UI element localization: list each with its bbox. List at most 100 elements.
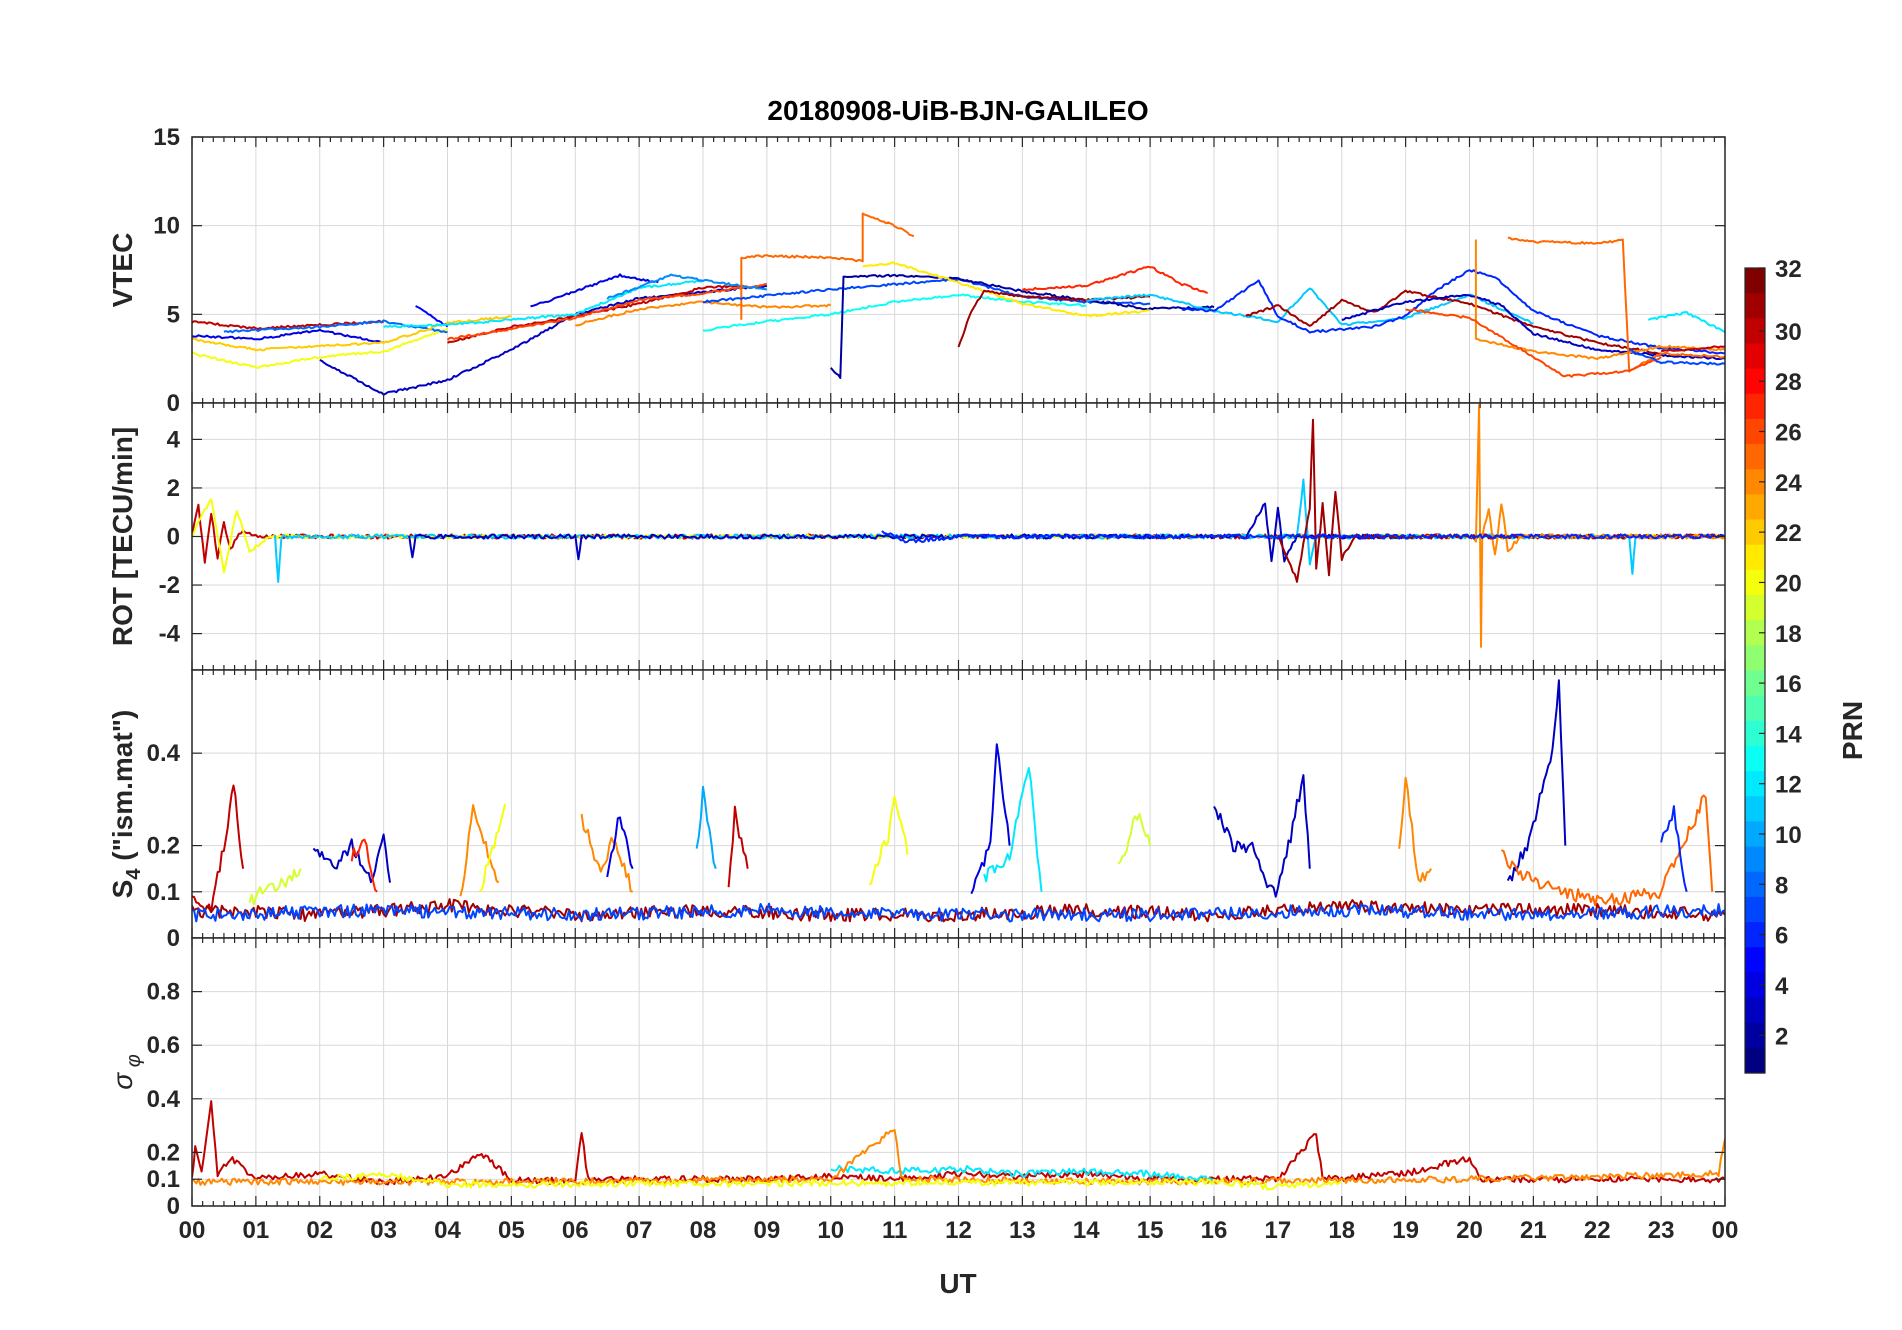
series-line-prn-6: [1181, 269, 1725, 355]
series-line-prn-12: [983, 767, 1043, 892]
series-line-prn-13: [702, 293, 1087, 332]
series-line-prn-3: [1213, 774, 1311, 898]
series-line-prn-26: [446, 283, 767, 341]
y-axis-label-s4: S4 ("ism.mat"): [107, 710, 145, 899]
colorbar-segment: [1745, 293, 1765, 319]
colorbar-segment: [1745, 695, 1765, 722]
x-tick-label: 14: [1073, 1217, 1100, 1244]
colorbar-tick-label: 30: [1775, 319, 1802, 346]
colorbar-segment: [1745, 444, 1765, 470]
series-line-prn-25: [740, 212, 915, 320]
colorbar-segment: [1745, 771, 1765, 797]
series-line-prn-11: [1086, 287, 1534, 326]
x-tick-label: 17: [1265, 1217, 1292, 1244]
x-tick-label: 18: [1328, 1217, 1355, 1244]
series-line-prn-6: [1660, 805, 1688, 893]
y-tick-label: 0.2: [147, 833, 180, 860]
y-tick-label: 0: [167, 524, 180, 551]
series-line-prn-24: [575, 300, 832, 327]
x-tick-label: 20: [1456, 1217, 1483, 1244]
x-tick-label: 11: [882, 1217, 907, 1244]
panel-s4: 0 0.1 0.2 0.4S4 ("ism.mat"): [107, 669, 1726, 952]
panel-rot: -4 -2 0 2 4 ROT [TECU/min]: [107, 402, 1726, 671]
y-tick-label: 10: [153, 213, 180, 240]
series-line-prn-24: [192, 1129, 1725, 1187]
y-tick-label: 0.1: [147, 879, 180, 906]
series-line-prn-6: [881, 530, 1725, 544]
panel-vtec: 0 5 10 15 VTEC: [107, 124, 1726, 417]
colorbar-segment: [1745, 922, 1765, 948]
series-line-prn-27: [1022, 265, 1208, 295]
series-group: [192, 679, 1725, 923]
colorbar-segment: [1745, 318, 1765, 345]
colorbar-tick-label: 26: [1775, 420, 1802, 447]
series-line-prn-9: [606, 273, 768, 300]
colorbar-segment: [1745, 519, 1765, 546]
y-axis-label-rot: ROT [TECU/min]: [107, 427, 138, 646]
colorbar-segment: [1745, 896, 1765, 923]
colorbar-tick-label: 12: [1775, 772, 1802, 799]
colorbar-segment: [1745, 268, 1765, 294]
series-line-prn-30: [727, 805, 749, 888]
series-line-prn-19: [1117, 812, 1152, 865]
colorbar-tick-label: 16: [1775, 671, 1802, 698]
series-line-prn-20: [192, 327, 449, 369]
x-tick-label: 00: [179, 1217, 206, 1244]
colorbar-segment: [1745, 469, 1765, 496]
x-tick-label: 13: [1009, 1217, 1036, 1244]
x-tick-labels: 00 01 02 03 04 05 06 07 08 09 10 11 12 13 14 15 16 17 18 19…: [179, 1217, 1739, 1244]
series-line-prn-10: [695, 785, 717, 870]
colorbar-segment: [1745, 997, 1765, 1024]
colorbar-tick-label: 2: [1775, 1023, 1788, 1050]
colorbar-tick-label: 24: [1775, 470, 1802, 497]
series-line-prn-12: [383, 279, 704, 329]
series-line-prn-4: [530, 273, 659, 308]
x-tick-label: 16: [1201, 1217, 1228, 1244]
x-tick-label: 02: [306, 1217, 333, 1244]
x-tick-label: 15: [1137, 1217, 1164, 1244]
series-line-prn-20: [478, 803, 506, 893]
x-tick-label: 23: [1648, 1217, 1675, 1244]
y-axis-label-sigma_phi: σ φ: [107, 1054, 145, 1090]
x-tick-label: 00: [1712, 1217, 1739, 1244]
x-tick-label: 19: [1392, 1217, 1419, 1244]
y-tick-label: 2: [167, 475, 180, 502]
x-tick-label: 09: [754, 1217, 781, 1244]
series-line-prn-4: [606, 816, 634, 878]
colorbar-frame: [1744, 267, 1766, 1074]
x-tick-label: 04: [434, 1217, 461, 1244]
y-tick-label: 0.8: [147, 979, 180, 1006]
colorbar-segment: [1745, 368, 1765, 395]
series-line-prn-5: [415, 305, 449, 328]
colorbar-tick-label: 22: [1775, 520, 1802, 547]
series-line-prn-30: [192, 1100, 1725, 1186]
chart-title: 20180908-UiB-BJN-GALILEO: [767, 95, 1148, 126]
colorbar-segment: [1745, 871, 1765, 898]
y-axis-label-vtec: VTEC: [107, 233, 138, 308]
colorbar-segment: [1745, 343, 1765, 370]
y-tick-label: 0.2: [147, 1139, 180, 1166]
panel-sigma_phi: 00.10.2 0.4 0.6 0.8 σ φ: [107, 937, 1726, 1220]
series-line-prn-30: [192, 784, 245, 913]
colorbar-segment: [1745, 720, 1765, 747]
colorbar-tick-label: 28: [1775, 369, 1802, 396]
series-line-prn-22: [192, 315, 512, 352]
y-tick-label: 0.1: [147, 1166, 180, 1193]
series-line-prn-19: [248, 868, 302, 906]
series-group: [192, 1100, 1725, 1191]
y-tick-label: 0: [167, 1193, 180, 1220]
series-line-prn-26: [1405, 308, 1662, 378]
series-line-prn-21: [862, 261, 1151, 318]
colorbar-segment: [1745, 972, 1765, 999]
colorbar-segment: [1745, 418, 1765, 445]
series-line-prn-12: [1647, 311, 1725, 333]
x-tick-label: 01: [243, 1217, 270, 1244]
series-line-prn-20: [319, 1171, 1343, 1191]
y-tick-label: 15: [153, 124, 180, 151]
x-tick-label: 12: [945, 1217, 972, 1244]
colorbar-label: PRN: [1837, 701, 1868, 760]
colorbar-segment: [1745, 595, 1765, 621]
x-tick-label: 03: [370, 1217, 397, 1244]
series-line-prn-24: [580, 813, 634, 893]
